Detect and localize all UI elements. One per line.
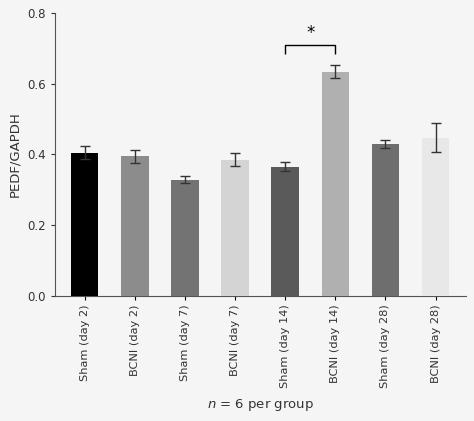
- Bar: [71, 153, 99, 296]
- Bar: [272, 167, 299, 296]
- Bar: [422, 138, 449, 296]
- X-axis label: $n$ = 6 per group: $n$ = 6 per group: [207, 397, 314, 413]
- Y-axis label: PEDF/GAPDH: PEDF/GAPDH: [9, 112, 21, 197]
- Text: *: *: [306, 24, 314, 42]
- Bar: [221, 160, 249, 296]
- Bar: [171, 180, 199, 296]
- Bar: [372, 144, 399, 296]
- Bar: [121, 156, 148, 296]
- Bar: [321, 72, 349, 296]
